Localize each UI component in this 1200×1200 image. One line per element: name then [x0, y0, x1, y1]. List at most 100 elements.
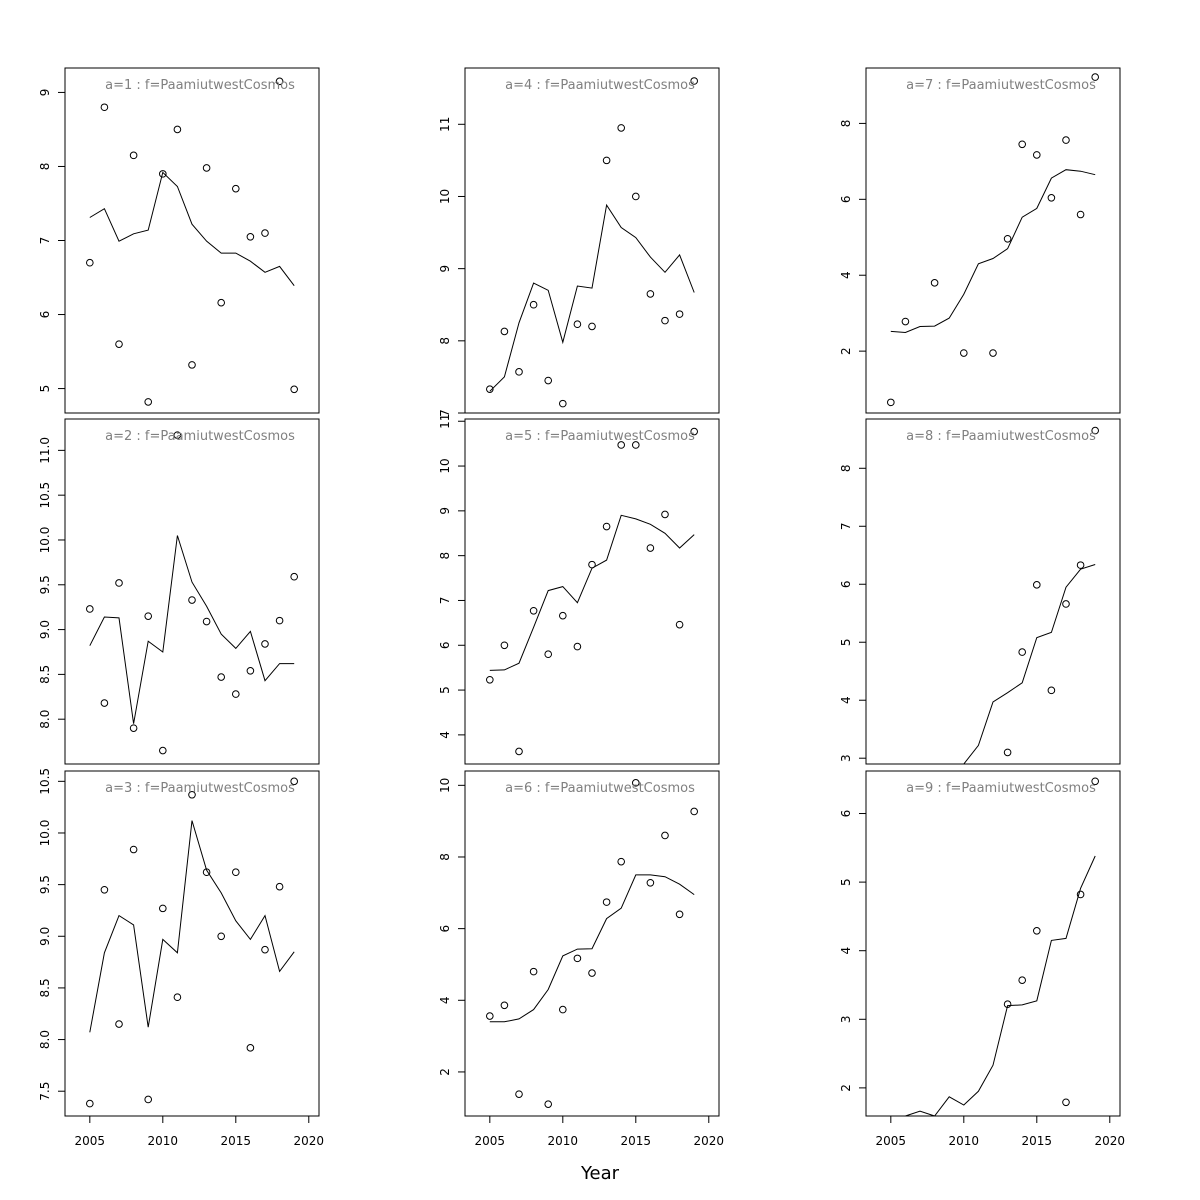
y-tick-label: 10.5: [38, 482, 52, 509]
observed-point: [602, 898, 611, 906]
y-tick-label: 6: [839, 195, 853, 203]
observed-point: [290, 572, 298, 581]
x-tick-label: 2015: [621, 1134, 652, 1148]
y-tick-label: 9.5: [38, 875, 52, 894]
y-tick-label: 5: [839, 638, 853, 646]
panel-frame: [865, 418, 1121, 765]
observed-point: [661, 510, 669, 519]
x-axis-label: Year: [580, 1163, 620, 1184]
observed-point: [202, 164, 211, 172]
observed-point: [129, 724, 138, 732]
observed-point: [661, 831, 669, 840]
y-tick-label: 6: [839, 580, 853, 588]
y-tick-label: 6: [438, 925, 452, 933]
x-tick-label: 2005: [876, 1134, 907, 1148]
observed-point: [1076, 561, 1085, 569]
observed-point: [989, 349, 997, 357]
observed-point: [173, 431, 182, 439]
observed-point: [588, 560, 596, 569]
y-tick-label: 7: [438, 597, 452, 605]
observed-point: [1076, 210, 1085, 219]
x-tick-label: 2015: [221, 1134, 252, 1148]
observed-point: [100, 885, 109, 894]
observed-point: [675, 910, 684, 919]
panel-7: 2 4 6 8 a=7 : f=PaamiutwestCosmos: [839, 67, 1121, 414]
y-tick-label: 8: [839, 464, 853, 472]
observed-point: [115, 1020, 123, 1028]
fitted-line: [489, 203, 695, 392]
x-tick-label: 2020: [694, 1134, 725, 1148]
observed-point: [159, 746, 167, 755]
panel-data: [86, 77, 298, 406]
observed-point: [100, 103, 109, 112]
observed-point: [290, 385, 298, 394]
observed-point: [261, 640, 269, 648]
observed-point: [559, 399, 567, 408]
panel-title: a=2 : f=PaamiutwestCosmos: [105, 429, 295, 444]
y-tick-label: 7: [839, 522, 853, 530]
observed-point: [275, 77, 284, 86]
observed-point: [529, 967, 538, 976]
y-tick-label: 4: [839, 947, 853, 955]
fitted-line: [890, 855, 1096, 1116]
fitted-line: [963, 564, 1096, 764]
observed-point: [559, 1005, 567, 1014]
observed-point: [115, 340, 123, 348]
x-tick-label: 2005: [75, 1134, 106, 1148]
y-tick-label: 7: [38, 237, 52, 245]
observed-point: [486, 675, 494, 684]
x-tick-label: 2010: [949, 1134, 980, 1148]
y-tick-label: 3: [839, 1015, 853, 1023]
y-tick-label: 8: [438, 853, 452, 861]
observed-point: [887, 398, 895, 407]
observed-point: [100, 699, 109, 707]
observed-point: [275, 616, 284, 625]
observed-point: [246, 1044, 255, 1052]
observed-point: [1062, 1098, 1070, 1107]
y-tick-label: 5: [38, 385, 52, 393]
observed-point: [646, 878, 655, 887]
panel-9: 2 3 4 5 6 2005 2010 2015 2020 a=9 : f=Paamiutwest…: [839, 770, 1125, 1148]
observed-point: [1047, 686, 1056, 695]
observed-point: [515, 368, 523, 376]
observed-point: [275, 882, 284, 891]
observed-point: [901, 317, 910, 326]
observed-point: [188, 596, 196, 604]
observed-point: [500, 1001, 509, 1010]
x-tick-label: 2010: [548, 1134, 579, 1148]
observed-point: [675, 620, 684, 629]
y-tick-label: 2: [839, 347, 853, 355]
panel-frame: [464, 67, 720, 414]
observed-point: [1062, 600, 1070, 608]
observed-point: [188, 361, 196, 369]
observed-point: [573, 642, 582, 651]
observed-point: [231, 184, 240, 193]
observed-point: [631, 192, 640, 201]
observed-point: [588, 969, 596, 977]
observed-point: [1091, 73, 1099, 81]
observed-point: [188, 790, 196, 799]
observed-point: [86, 1099, 94, 1108]
y-tick-label: 8: [438, 552, 452, 560]
fitted-line: [890, 169, 1096, 334]
observed-point: [675, 310, 684, 318]
observed-point: [1032, 581, 1041, 589]
y-tick-label: 9.0: [38, 620, 52, 639]
y-tick-label: 9.5: [38, 575, 52, 594]
panel-1: 5 6 7 8 9 a=1 : f=PaamiutwestCosmos: [38, 67, 320, 414]
observed-point: [690, 807, 698, 816]
observed-point: [261, 945, 269, 954]
observed-point: [144, 1095, 153, 1104]
fitted-line: [89, 820, 295, 1033]
observed-point: [173, 125, 182, 134]
observed-point: [1018, 976, 1026, 984]
panel-6: 2 4 6 8 10 2005 2010 2015 2020 a=6 : f=Paamiutwes…: [438, 770, 725, 1148]
observed-point: [1003, 234, 1012, 243]
observed-point: [290, 777, 298, 786]
panel-title: a=7 : f=PaamiutwestCosmos: [906, 78, 1096, 93]
panel-3: 7.5 8.0 8.5 9.0 9.5 10.0 10.5 2005 2010 2015 2020 a…: [38, 768, 324, 1148]
observed-point: [217, 673, 225, 681]
panel-data: [887, 73, 1099, 407]
panel-frame: [464, 770, 720, 1117]
y-tick-label: 10: [438, 189, 452, 204]
